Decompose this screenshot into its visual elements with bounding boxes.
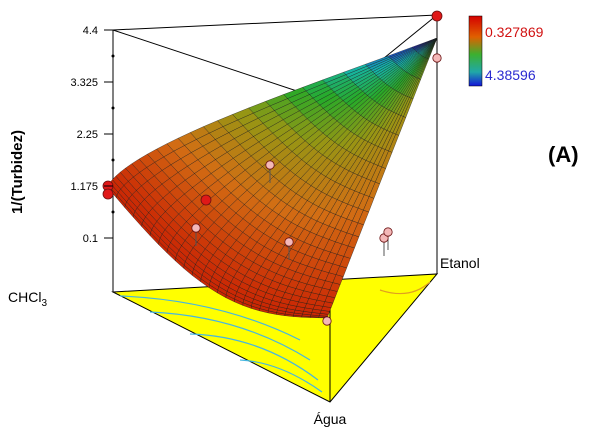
z-minor-tick [111, 54, 115, 58]
z-minor-tick [111, 210, 115, 214]
z-axis: 4.4 3.325 2.25 1.175 0.1 [70, 25, 115, 245]
response-surface [107, 37, 438, 319]
color-legend-bar [468, 15, 483, 87]
panel-label: (A) [548, 142, 579, 167]
legend-max-value: 0.327869 [485, 24, 544, 40]
design-point [431, 10, 443, 22]
z-tick-label: 3.325 [70, 77, 98, 89]
z-tick-label: 0.1 [83, 233, 98, 245]
base-contour [149, 311, 311, 361]
surface-patch [427, 37, 438, 60]
design-point [383, 227, 393, 237]
z-axis-label: 1/(Turbidez) [9, 130, 26, 214]
design-point [200, 194, 212, 206]
design-points [102, 10, 443, 326]
design-point [191, 223, 201, 233]
vertex-label-etanol: Etanol [440, 255, 480, 271]
base-contour [379, 281, 431, 295]
design-point [284, 237, 294, 247]
z-minor-tick [111, 106, 115, 110]
z-minor-tick [111, 158, 115, 162]
design-point [102, 188, 114, 200]
z-tick-label: 4.4 [83, 25, 98, 37]
design-point [265, 160, 275, 170]
z-tick-label: 2.25 [77, 129, 98, 141]
vertex-label-agua: Água [314, 411, 347, 427]
design-point [432, 53, 442, 63]
base-contour [189, 333, 319, 381]
design-point [322, 316, 332, 326]
z-tick-label: 1.175 [70, 181, 98, 193]
base-contour [119, 295, 301, 341]
base-contour [239, 359, 323, 393]
vertex-label-chcl3: CHCl3 [8, 289, 47, 309]
legend-min-value: 4.38596 [485, 67, 536, 83]
